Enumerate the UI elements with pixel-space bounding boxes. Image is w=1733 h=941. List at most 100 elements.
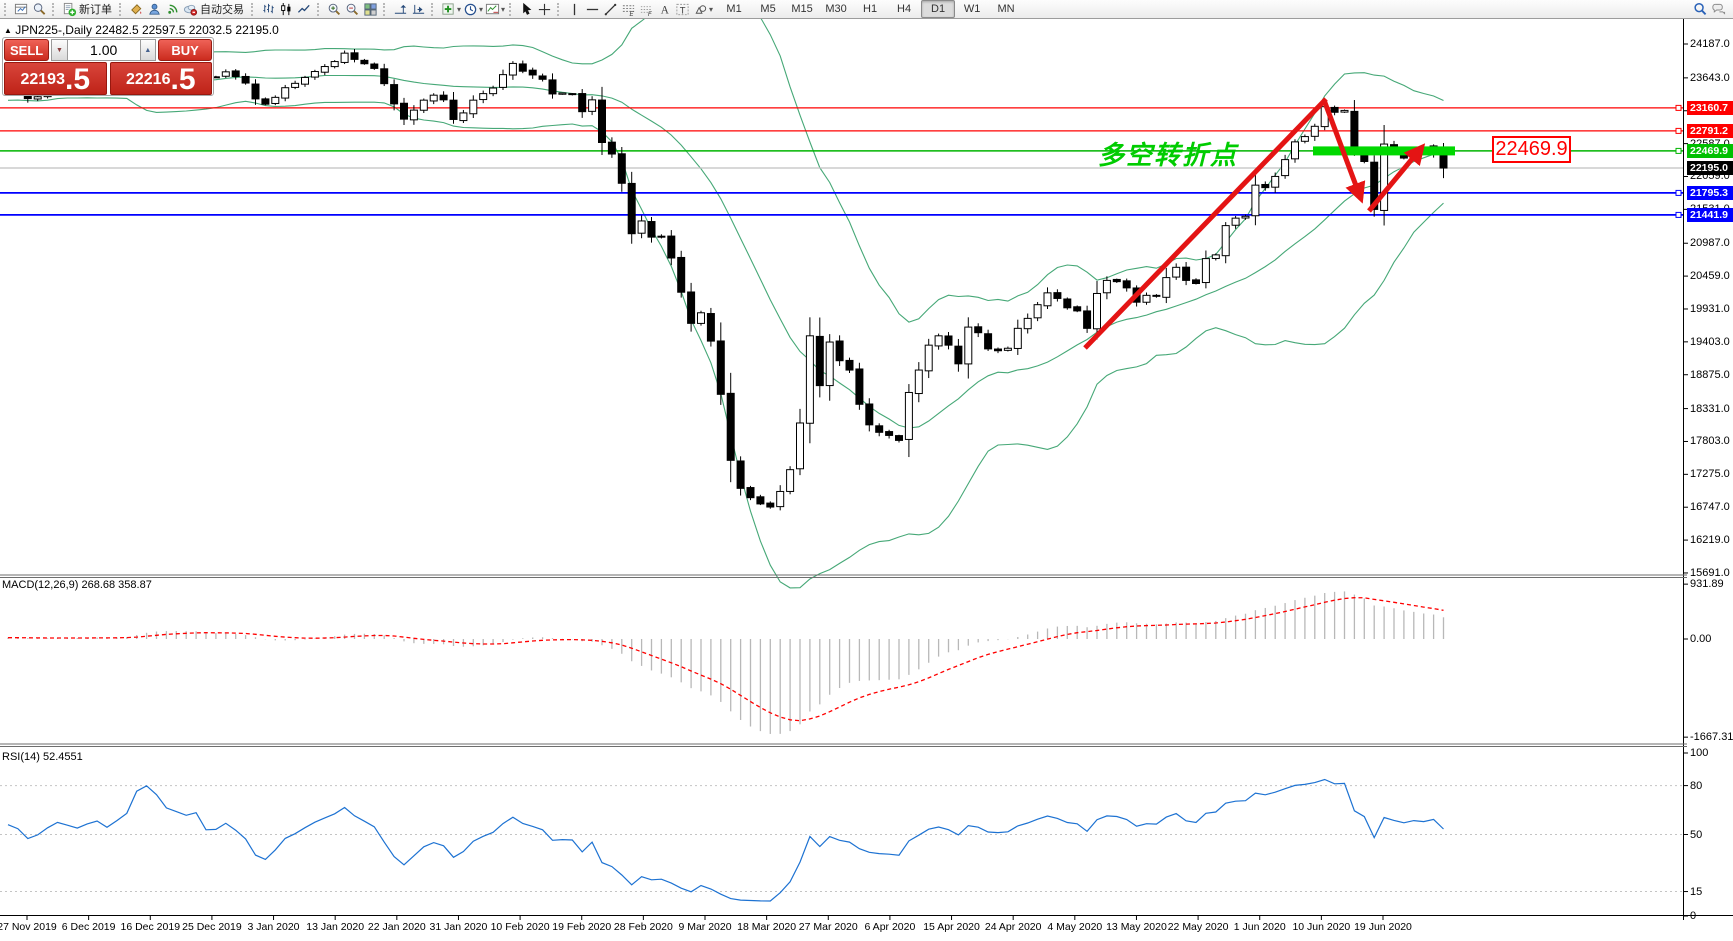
volume-increase-button[interactable]: ▲ — [139, 39, 157, 61]
timeframe-button-h4[interactable]: H4 — [897, 3, 912, 15]
fibonacci-fan-icon[interactable]: F — [637, 1, 655, 17]
chart-frame — [0, 18, 1733, 920]
add-indicator-icon[interactable] — [439, 1, 457, 17]
timeframe-button-m5[interactable]: M5 — [760, 3, 776, 15]
templates-icon-dropdown[interactable]: ▾ — [501, 4, 506, 14]
fibonacci-icon[interactable]: E — [619, 1, 637, 17]
date-axis-label: 16 Dec 2019 — [120, 921, 181, 933]
clock-icon-dropdown[interactable]: ▾ — [479, 4, 484, 14]
date-axis-label: 13 May 2020 — [1106, 921, 1167, 933]
buy-price-panel[interactable]: 22216.5 — [109, 62, 212, 95]
date-axis-label: 18 Mar 2020 — [737, 921, 797, 933]
price-level-annotation-box[interactable]: 22469.9 — [1492, 136, 1571, 163]
buy-button[interactable]: BUY — [158, 39, 212, 61]
svg-text:A: A — [660, 4, 669, 16]
profiles-icon[interactable] — [145, 1, 163, 17]
volume-input[interactable] — [67, 39, 140, 61]
new-order-icon[interactable] — [60, 1, 78, 17]
rsi-axis-label: 0 — [1690, 910, 1697, 922]
add-indicator-icon-dropdown[interactable]: ▾ — [457, 4, 462, 14]
chart-shift-icon[interactable] — [409, 1, 427, 17]
date-axis-label: 25 Dec 2019 — [182, 921, 242, 933]
horizontal-line-icon[interactable] — [583, 1, 601, 17]
chart-title-text: JPN225-,Daily 22482.5 22597.5 22032.5 22… — [15, 23, 279, 37]
price-axis-label: 17803.0 — [1690, 435, 1730, 448]
price-axis-label: 24187.0 — [1690, 38, 1730, 50]
zoom-in-icon[interactable] — [325, 1, 343, 17]
date-axis-label: 22 Jan 2020 — [367, 921, 426, 933]
bollinger-bands — [7, 0, 1444, 589]
timeframe-button-mn[interactable]: MN — [997, 3, 1015, 15]
timeframe-button-m15[interactable]: M15 — [791, 3, 813, 15]
candlesticks — [4, 48, 1448, 511]
date-axis-label: 27 Mar 2020 — [798, 921, 858, 933]
toolbar-group-grip — [52, 2, 57, 16]
zoom-out-icon[interactable] — [343, 1, 361, 17]
buy-price-frac: .5 — [170, 63, 196, 95]
macd-indicator — [7, 591, 1445, 734]
vertical-line-icon[interactable] — [565, 1, 583, 17]
toolbar-group-grip — [251, 2, 256, 16]
new-order-icon-label[interactable]: 新订单 — [79, 4, 112, 16]
shapes-icon[interactable] — [691, 1, 709, 17]
search-icon[interactable] — [1691, 1, 1709, 17]
sell-button[interactable]: SELL — [4, 39, 50, 61]
toolbar-group-grip — [557, 2, 562, 16]
text-icon[interactable]: A — [655, 1, 673, 17]
date-axis-label: 19 Feb 2020 — [552, 921, 612, 933]
turning-point-annotation[interactable]: 多空转折点 — [1098, 140, 1239, 170]
bar-chart-icon[interactable] — [259, 1, 277, 17]
rsi-indicator-label: RSI(14) 52.4551 — [2, 751, 83, 763]
date-axis-label: 28 Feb 2020 — [613, 921, 673, 933]
timeframe-button-m30[interactable]: M30 — [825, 3, 847, 15]
price-axis-label: 15691.0 — [1690, 566, 1730, 579]
time-axis-ticks — [26, 915, 1384, 920]
date-axis-label: 10 Jun 2020 — [1292, 921, 1351, 933]
auto-trading-icon[interactable] — [181, 1, 199, 17]
price-level-tag: 23160.7 — [1687, 100, 1733, 115]
sell-price-main: 22193 — [20, 71, 65, 88]
auto-trading-icon-label[interactable]: 自动交易 — [200, 4, 244, 16]
timeframe-toolbar: M1 M5 M15 M30 H1 H4 D1 W1 MN — [717, 0, 1023, 18]
templates-icon[interactable] — [483, 1, 501, 17]
signals-icon[interactable] — [163, 1, 181, 17]
chart-window-icon[interactable] — [12, 1, 30, 17]
auto-scroll-icon[interactable] — [391, 1, 409, 17]
price-axis-label: 19931.0 — [1690, 302, 1730, 315]
rsi-indicator — [0, 778, 1683, 902]
toolbar-group-grip — [4, 2, 9, 16]
date-axis-label: 22 May 2020 — [1167, 921, 1229, 933]
chat-icon[interactable] — [1709, 1, 1727, 17]
price-axis-label: 19403.0 — [1690, 335, 1730, 348]
shapes-icon-dropdown[interactable]: ▾ — [709, 4, 714, 14]
line-chart-icon[interactable] — [295, 1, 313, 17]
tile-windows-icon[interactable] — [361, 1, 379, 17]
horizontal-level-lines[interactable] — [0, 104, 1683, 218]
text-label-icon[interactable]: T — [673, 1, 691, 17]
turning-point-highlight-bar[interactable] — [1313, 146, 1455, 156]
toolbar-group-grip — [431, 2, 436, 16]
candlestick-chart-icon[interactable] — [277, 1, 295, 17]
sell-price-panel[interactable]: 22193.5 — [4, 62, 107, 95]
trendline-icon[interactable] — [601, 1, 619, 17]
toolbar-group-grip — [509, 2, 514, 16]
main-toolbar: 新订单 自动交易 ▾ ▾ ▾ E F A T ▾ M1 M5 M15 M30 H1 H4 D1 W1 MN — [0, 0, 1733, 19]
date-axis-label: 27 Nov 2019 — [0, 921, 57, 933]
cursor-icon[interactable] — [517, 1, 535, 17]
timeframe-button-m1[interactable]: M1 — [726, 3, 742, 15]
price-axis-label: 16219.0 — [1690, 534, 1730, 547]
date-axis-label: 15 Apr 2020 — [923, 921, 980, 933]
styles-bucket-icon[interactable] — [127, 1, 145, 17]
clock-icon[interactable] — [461, 1, 479, 17]
crosshair-icon[interactable] — [535, 1, 553, 17]
svg-text:E: E — [629, 11, 634, 17]
market-watch-icon[interactable] — [30, 1, 48, 17]
date-axis-label: 3 Jan 2020 — [247, 921, 300, 933]
trend-arrow-drawings[interactable] — [1083, 97, 1426, 350]
timeframe-button-d1[interactable]: D1 — [921, 0, 956, 18]
timeframe-button-w1[interactable]: W1 — [963, 3, 981, 15]
volume-decrease-button[interactable]: ▼ — [51, 39, 68, 61]
timeframe-button-h1[interactable]: H1 — [863, 3, 878, 15]
